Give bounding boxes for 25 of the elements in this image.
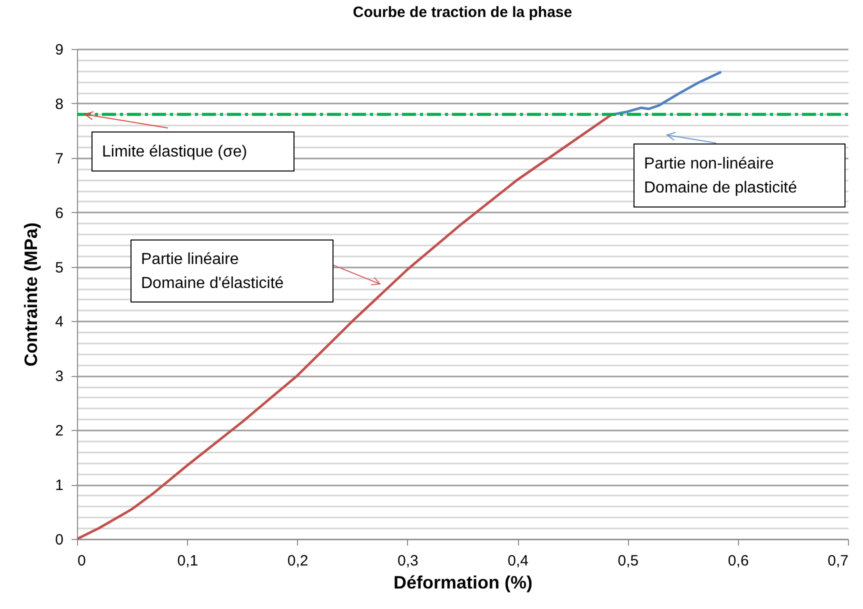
x-tick-label: 0,5 <box>618 552 639 570</box>
ref-line-label: Limite élastique (σe) <box>102 144 248 160</box>
y-tick-label: 6 <box>55 204 64 222</box>
chart-title: Courbe de traction de la phase <box>352 4 572 21</box>
x-tick-label: 0,1 <box>177 552 198 570</box>
x-tick-label: 0,3 <box>398 552 418 570</box>
x-tick-label: 0 <box>78 552 86 570</box>
x-tick-label: 0,4 <box>508 552 528 570</box>
y-tick-label: 4 <box>55 314 64 331</box>
x-tick-label: 0,2 <box>287 552 308 570</box>
y-tick-label: 0 <box>55 532 64 548</box>
y-tick-label: 1 <box>55 477 64 494</box>
annotation: Partie linéaire Domaine d'élasticité <box>141 251 284 292</box>
x-axis-title: Déformation (%) <box>394 572 533 592</box>
y-tick-label: 5 <box>55 259 64 276</box>
x-tick-label: 0,6 <box>728 552 749 570</box>
y-tick-label: 8 <box>55 96 64 113</box>
y-axis-title: Contrainte (MPa) <box>21 222 42 366</box>
y-tick-label: 7 <box>55 150 64 168</box>
line-series <box>77 114 612 539</box>
x-tick-label: 0,7 <box>828 552 848 570</box>
annotation: Partie non-linéaire Domaine de plasticité <box>644 156 798 196</box>
y-tick-label: 2 <box>55 422 64 440</box>
y-tick-label: 3 <box>55 368 64 386</box>
y-tick-label: 9 <box>55 42 64 58</box>
